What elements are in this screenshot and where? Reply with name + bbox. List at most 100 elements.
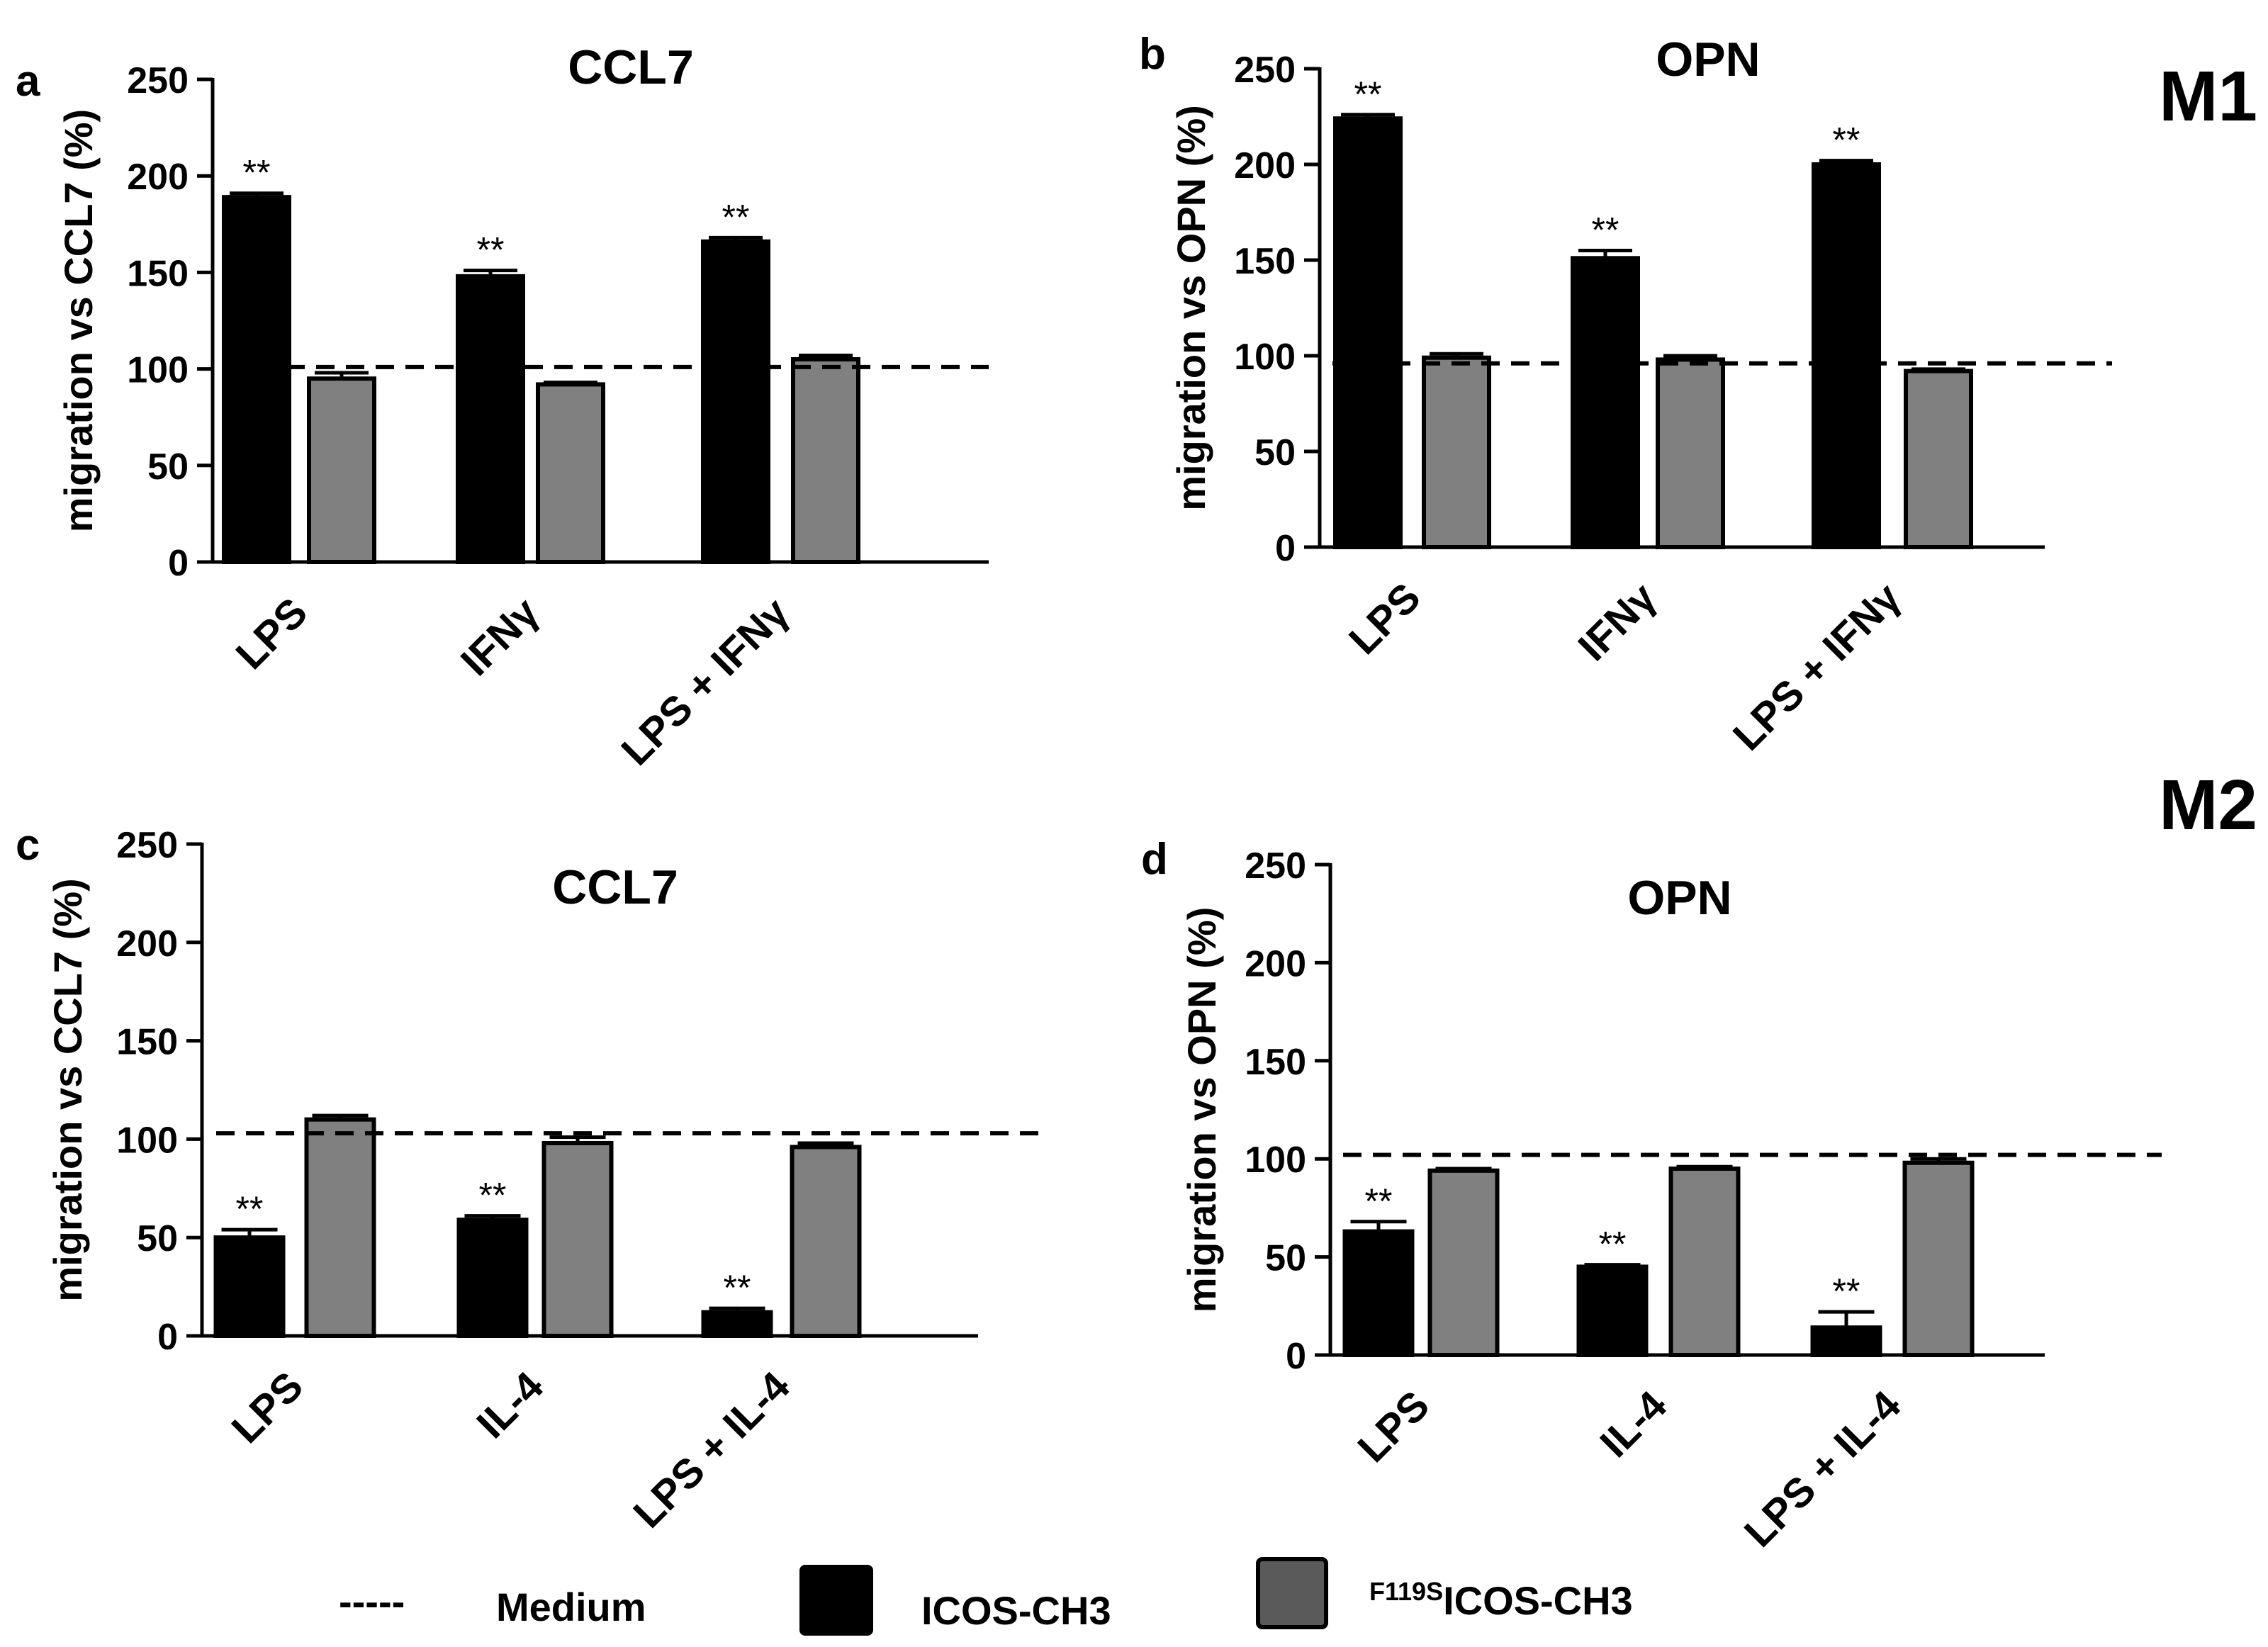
bar-icos-3	[1810, 1325, 1882, 1358]
bar-mutant-3	[1902, 1160, 1975, 1357]
significance-mark: **	[1365, 1181, 1393, 1221]
bar-mutant-1	[1427, 1168, 1500, 1357]
legend-mutant-label: F119SICOS-CH3	[1369, 1577, 1633, 1623]
bar-icos-3	[701, 1310, 773, 1338]
bar-mutant-3	[791, 356, 860, 564]
x-tick-label: IL-4	[468, 1363, 552, 1447]
significance-mark: **	[724, 1268, 751, 1308]
y-tick-label: 250	[116, 825, 178, 866]
bar-icos-2	[1576, 1264, 1649, 1357]
x-tick-label: LPS + IFNγ	[612, 589, 798, 775]
bar-mutant-1	[1422, 355, 1491, 549]
bar-icos-2	[1571, 256, 1640, 549]
bar-mutant-3	[790, 1145, 862, 1339]
chart-panel-c: c CCL7 migration vs CCL7 (%) 0 50 100 150 200 25…	[16, 821, 1042, 1537]
panel-label: c	[16, 821, 40, 870]
bar-icos-1	[222, 195, 291, 564]
y-tick-label: 50	[1254, 432, 1296, 473]
y-tick-label: 250	[127, 60, 189, 101]
x-tick-label: IL-4	[1591, 1382, 1675, 1466]
chart-title: OPN	[1627, 871, 1731, 925]
x-tick-label: LPS	[1340, 574, 1430, 663]
x-tick-label: LPS	[223, 1363, 312, 1452]
y-tick-label: 150	[127, 253, 189, 294]
bar-mutant-1	[307, 376, 376, 564]
y-tick-label: 100	[1234, 337, 1296, 378]
x-tick-label: LPS + IL-4	[1736, 1382, 1909, 1556]
chart-title: CCL7	[568, 40, 694, 94]
y-tick-label: 100	[127, 350, 189, 391]
y-axis-label: migration vs OPN (%)	[1169, 105, 1213, 511]
significance-mark: **	[243, 153, 271, 193]
y-tick-label: 100	[1245, 1140, 1306, 1181]
legend-medium-label: Medium	[496, 1585, 646, 1629]
chart-panel-d: d OPN migration vs OPN (%) 0 50 100 150 200 250 *…	[1141, 835, 2162, 1556]
y-tick-label: 250	[1245, 845, 1306, 887]
x-tick-label: LPS + IFNγ	[1724, 574, 1910, 760]
group-label-m1: M1	[2159, 57, 2257, 136]
x-tick-label: IFNγ	[452, 589, 548, 685]
chart-panel-b: b OPN migration vs OPN (%) 0 50 100 150 200 250 *…	[1139, 30, 2112, 760]
y-axis-label: migration vs CCL7 (%)	[45, 878, 90, 1301]
significance-mark: **	[722, 197, 750, 237]
y-tick-label: 200	[1245, 943, 1306, 984]
y-tick-label: 0	[168, 543, 189, 584]
bar-mutant-1	[304, 1117, 376, 1338]
y-tick-label: 250	[1234, 50, 1296, 91]
y-axis-label: migration vs CCL7 (%)	[56, 109, 101, 532]
legend-icos-swatch	[799, 1565, 873, 1636]
y-tick-label: 150	[1234, 241, 1296, 282]
y-tick-label: 0	[1275, 528, 1296, 569]
y-tick-label: 150	[116, 1022, 178, 1063]
legend-medium-dash: -----	[339, 1579, 405, 1624]
x-tick-label: LPS	[1349, 1382, 1438, 1471]
y-tick-label: 200	[1234, 145, 1296, 186]
legend-mutant-swatch	[1256, 1557, 1328, 1629]
bar-icos-1	[1342, 1229, 1415, 1357]
bar-mutant-2	[1668, 1167, 1741, 1358]
significance-mark: **	[477, 230, 505, 270]
significance-mark: **	[236, 1189, 264, 1229]
y-tick-label: 200	[116, 923, 178, 965]
bar-icos-3	[701, 239, 770, 564]
panel-label: a	[16, 57, 40, 106]
bar-mutant-2	[541, 1140, 614, 1339]
y-tick-label: 200	[127, 157, 189, 198]
panel-label: b	[1139, 30, 1166, 79]
x-tick-label: LPS + IL-4	[624, 1363, 798, 1536]
y-axis-label: migration vs OPN (%)	[1179, 907, 1224, 1313]
significance-mark: **	[479, 1176, 507, 1215]
significance-mark: **	[1592, 210, 1619, 250]
bar-mutant-3	[1904, 369, 1973, 549]
bar-icos-1	[213, 1235, 286, 1338]
x-tick-label: IFNγ	[1569, 574, 1665, 670]
legend: ----- Medium ICOS-CH3 F119SICOS-CH3	[339, 1557, 1633, 1636]
panel-label: d	[1141, 835, 1168, 884]
legend-mutant-name: ICOS-CH3	[1443, 1578, 1633, 1623]
significance-mark: **	[1833, 120, 1860, 160]
y-tick-label: 0	[1286, 1336, 1306, 1377]
legend-icos-label: ICOS-CH3	[921, 1588, 1111, 1633]
legend-mutant-superscript: F119S	[1369, 1577, 1443, 1606]
significance-mark: **	[1599, 1225, 1627, 1264]
bar-icos-2	[456, 274, 525, 564]
y-tick-label: 50	[1265, 1238, 1306, 1279]
chart-title: CCL7	[552, 860, 678, 914]
chart-panel-a: a CCL7 migration vs CCL7 (%) 0 50 100 150 200 25…	[16, 40, 989, 775]
group-label-m2: M2	[2159, 765, 2257, 845]
significance-mark: **	[1354, 74, 1382, 114]
bar-icos-3	[1812, 162, 1881, 549]
bar-icos-1	[1333, 116, 1403, 549]
y-tick-label: 150	[1245, 1042, 1306, 1083]
y-tick-label: 50	[147, 446, 189, 488]
bar-icos-2	[456, 1218, 529, 1338]
bar-mutant-2	[1656, 357, 1725, 549]
y-tick-label: 100	[116, 1120, 178, 1161]
significance-mark: **	[1833, 1271, 1860, 1311]
bar-mutant-2	[536, 382, 605, 565]
y-tick-label: 0	[157, 1317, 178, 1358]
chart-panels: a CCL7 migration vs CCL7 (%) 0 50 100 150 200 25…	[16, 30, 2162, 1556]
y-tick-label: 50	[137, 1218, 178, 1259]
x-tick-label: LPS	[227, 589, 316, 678]
